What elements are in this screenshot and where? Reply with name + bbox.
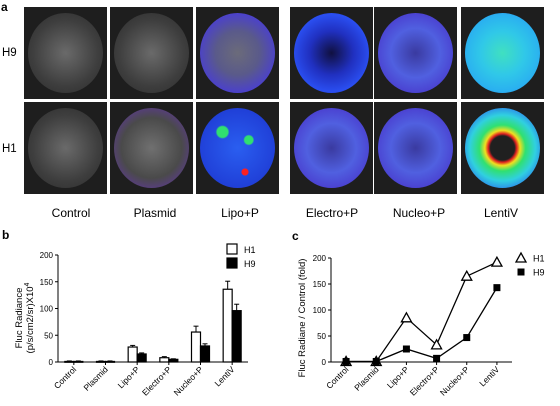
c-x-tick-label: Lipo+P	[385, 364, 411, 390]
b-x-tick-label: Nucleo+P	[172, 364, 206, 398]
b-x-tick-label: Lipo+P	[116, 364, 142, 390]
condition-label-control: Control	[51, 206, 91, 220]
signal-disc	[294, 13, 369, 93]
b-y-tick-label: 0	[49, 358, 54, 367]
b-x-tick-label: Electro+P	[140, 364, 174, 398]
b-y-tick-label: 50	[44, 331, 53, 340]
well-image-h1-4	[290, 102, 373, 194]
signal-disc	[200, 108, 275, 188]
c-x-tick-label: Plasmid	[352, 364, 381, 393]
b-bar-h9	[73, 360, 84, 363]
b-bar-h1	[64, 360, 75, 363]
b-x-tick-label: Control	[52, 364, 79, 391]
panel-label-a: a	[1, 0, 8, 14]
c-ylabel: Fluc Radiane / Control (fold)	[297, 259, 308, 378]
signal-disc	[114, 108, 189, 188]
b-bar-h9	[199, 345, 211, 363]
well-image-h9-6	[461, 7, 544, 99]
panel-label-b: b	[2, 228, 10, 242]
row-label-h9: H9	[2, 47, 17, 59]
c-x-tick-label: Nucleo+P	[438, 364, 472, 398]
line-chart-c: Fluc Radiane / Control (fold) 0 50 100 150 2…	[297, 251, 545, 398]
c-y-tick-label: 100	[313, 306, 327, 315]
b-ylabel-line1: Fluc Radiance	[14, 288, 25, 349]
c-legend-marker	[517, 268, 525, 276]
signal-disc	[378, 108, 453, 188]
well-image-h9-1	[24, 7, 107, 99]
condition-label-plasmid: Plasmid	[133, 206, 177, 220]
signal-disc	[465, 108, 540, 188]
signal-disc	[114, 13, 189, 93]
well-image-h1-6	[461, 102, 544, 194]
well-image-h9-5	[374, 7, 457, 99]
b-bar-h1	[222, 288, 233, 363]
b-legend-swatch	[226, 257, 238, 269]
c-x-tick-label: LentiV	[477, 364, 501, 388]
c-point-h1	[460, 269, 473, 281]
c-point-h9	[402, 345, 410, 353]
b-ylabel-line2: (p/s/cm2/sr)X10	[25, 286, 36, 353]
b-x-tick-label: Plasmid	[81, 364, 110, 393]
well-image-h1-2	[110, 102, 193, 194]
c-y-tick-label: 200	[313, 254, 327, 263]
b-ylabel-exponent: 4	[24, 282, 31, 286]
c-series-line-h9	[346, 287, 498, 363]
b-y-tick-label: 200	[40, 251, 54, 260]
c-point-h9	[433, 354, 441, 362]
condition-label-electro: Electro+P	[305, 206, 359, 220]
panel-label-c: c	[292, 229, 299, 243]
condition-label-nucleo: Nucleo+P	[392, 206, 446, 220]
signal-disc	[28, 13, 103, 93]
signal-disc	[378, 13, 453, 93]
signal-disc	[294, 108, 369, 188]
well-image-h9-2	[110, 7, 193, 99]
c-point-h1	[490, 255, 504, 267]
b-bar-h1	[127, 346, 138, 363]
c-point-h9	[493, 284, 501, 292]
c-point-h9	[463, 334, 471, 342]
b-x-tick-label: LentiV	[212, 364, 236, 388]
c-point-h9	[342, 357, 350, 365]
b-bar-h9	[136, 353, 147, 363]
c-point-h1	[430, 338, 443, 350]
c-y-tick-label: 150	[313, 280, 327, 289]
well-image-h1-3	[196, 102, 279, 194]
b-y-tick-label: 150	[40, 278, 54, 287]
signal-disc	[28, 108, 103, 188]
b-bar-h9	[168, 358, 179, 363]
c-y-tick-label: 50	[317, 332, 326, 341]
well-image-h9-4	[290, 7, 373, 99]
b-bar-h1	[95, 360, 107, 363]
bar-chart-b: Fluc Radiance (p/s/cm2/sr)X104 0 50 100 150…	[14, 243, 256, 398]
well-image-h1-5	[374, 102, 457, 194]
condition-label-lentiv: LentiV	[483, 206, 519, 220]
b-y-tick-label: 100	[40, 305, 54, 314]
c-legend-label: H1	[533, 254, 545, 264]
b-legend-label: H9	[244, 259, 256, 269]
row-label-h1: H1	[2, 143, 17, 155]
well-image-h1-1	[24, 102, 107, 194]
b-legend-label: H1	[244, 245, 256, 255]
signal-disc	[465, 13, 540, 93]
c-point-h1	[400, 311, 413, 323]
b-legend-swatch	[226, 243, 238, 255]
b-bar-h1	[190, 331, 202, 363]
c-y-tick-label: 0	[322, 358, 327, 367]
b-bar-h9	[231, 310, 242, 363]
c-x-tick-label: Electro+P	[408, 364, 442, 398]
b-bar-h1	[159, 357, 170, 363]
c-legend-marker	[514, 251, 528, 263]
well-image-h9-3	[196, 7, 279, 99]
b-bar-h9	[104, 360, 116, 363]
c-series-line-h1	[346, 261, 498, 363]
c-point-h9	[372, 357, 380, 365]
c-legend-label: H9	[533, 268, 545, 278]
c-x-tick-label: Control	[324, 364, 351, 391]
condition-label-lipo: Lipo+P	[221, 206, 259, 220]
b-ylabel-line2-group: (p/s/cm2/sr)X104	[24, 282, 36, 353]
signal-disc	[200, 13, 275, 93]
